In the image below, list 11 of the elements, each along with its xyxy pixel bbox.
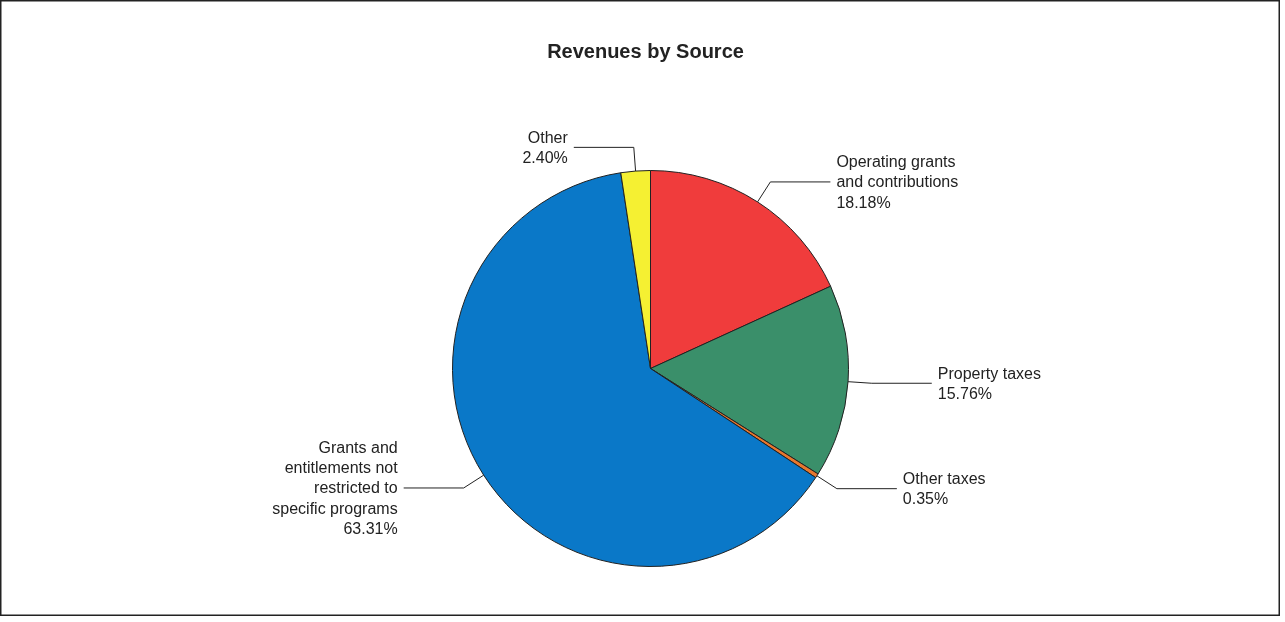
slice-label: Grants and entitlements not restricted to specific programs [272,438,399,517]
data-label: 63.31% [343,520,398,538]
slice-label: Property taxes [937,364,1041,382]
data-label: 0.35% [902,490,949,508]
data-label: 18.18% [836,193,891,211]
data-label: 15.76% [937,384,993,402]
chart-title: Revenues by Source [547,39,744,62]
data-label: 2.40% [522,149,568,167]
slice-label: Operating grants and contributions [836,153,959,191]
slice-label: Other [527,128,569,146]
slice-label: Other taxes [902,469,986,487]
